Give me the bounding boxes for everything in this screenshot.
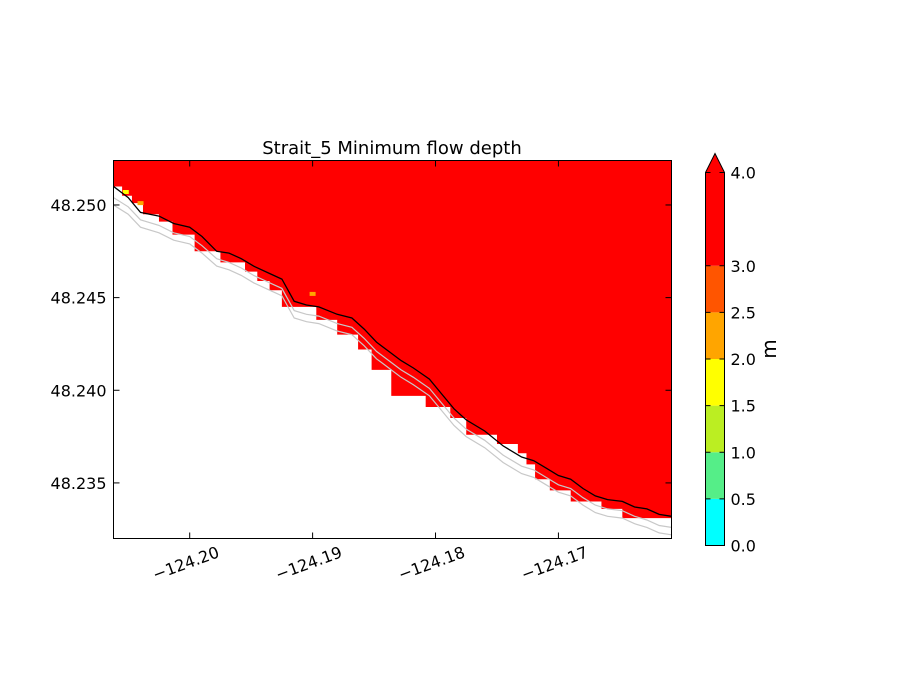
x-tick-label-3: −124.17 <box>519 543 591 585</box>
plot-area <box>113 160 672 539</box>
x-tick-label-0: −124.20 <box>150 543 222 585</box>
colorbar: 0.0 0.5 1.0 1.5 2.0 2.5 3.0 4.0 <box>705 152 756 556</box>
colorbar-tick-label-2: 1.0 <box>731 443 756 462</box>
y-axis: 48.235 48.240 48.245 48.250 <box>51 196 672 493</box>
y-tick-label-1: 48.240 <box>51 381 107 400</box>
depth-fill-region <box>113 160 672 519</box>
colorbar-tick-label-6: 3.0 <box>731 257 756 276</box>
shallow-patch-1 <box>137 201 144 206</box>
colorbar-band-0 <box>705 498 725 546</box>
colorbar-label: m <box>757 339 781 358</box>
y-tick-label-0: 48.235 <box>51 474 107 493</box>
contour-lower-line <box>113 204 672 536</box>
colorbar-tick-label-4: 2.0 <box>731 350 756 369</box>
shallow-patch-0 <box>122 190 129 194</box>
x-tick-label-1: −124.19 <box>273 543 345 585</box>
shallow-patch-2 <box>309 291 316 296</box>
y-tick-label-3: 48.250 <box>51 196 107 215</box>
contour-upper-line <box>113 197 672 528</box>
colorbar-band-1 <box>705 452 725 499</box>
y-tick-label-2: 48.245 <box>51 289 107 308</box>
colorbar-tick-label-1: 0.5 <box>731 490 756 509</box>
colorbar-band-2 <box>705 405 725 453</box>
colorbar-band-6 <box>705 172 725 266</box>
colorbar-tick-label-3: 1.5 <box>731 397 756 416</box>
axes-frame <box>113 160 672 539</box>
x-tick-label-2: −124.18 <box>396 543 468 585</box>
chart-title: Strait_5 Minimum flow depth <box>262 138 521 159</box>
colorbar-band-5 <box>705 265 725 313</box>
colorbar-tick-label-5: 2.5 <box>731 303 756 322</box>
colorbar-extend-arrow <box>705 153 725 173</box>
colorbar-tick-label-7: 4.0 <box>731 164 756 183</box>
plot-content <box>113 160 672 536</box>
colorbar-tick-label-0: 0.0 <box>731 537 756 556</box>
shoreline-line <box>113 185 672 517</box>
colorbar-band-4 <box>705 312 725 359</box>
colorbar-band-3 <box>705 359 725 406</box>
